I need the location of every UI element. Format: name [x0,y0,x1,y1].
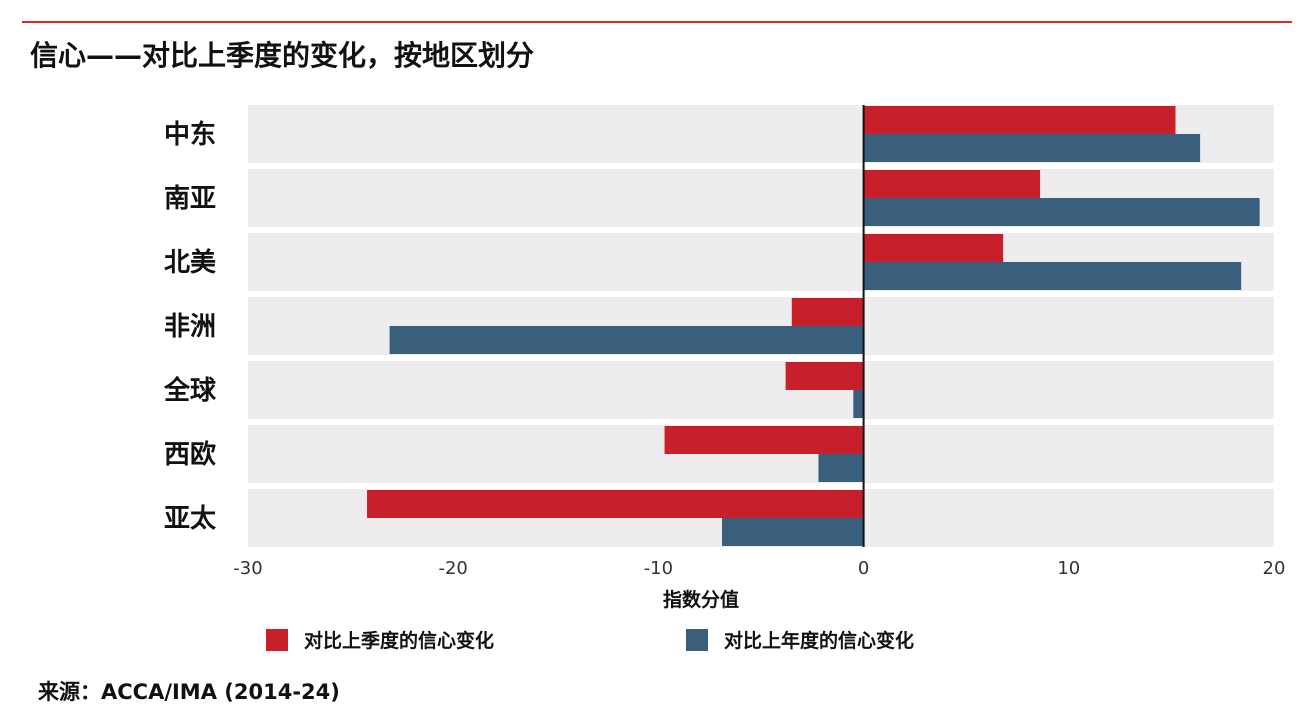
bar [863,106,1176,134]
legend-item-year: 对比上年度的信心变化 [686,626,914,653]
x-tick-labels: -30 -20 -10 0 10 20 [233,558,1285,579]
bar [722,518,864,546]
bar [664,426,864,454]
legend-swatch-quarter [266,628,288,651]
x-tick-label: -30 [233,558,262,579]
x-tick-label: 0 [858,558,869,579]
x-tick-label: -20 [438,558,467,579]
legend-label-quarter: 对比上季度的信心变化 [304,630,495,652]
bar [389,326,864,354]
category-label: 南亚 [164,184,216,214]
category-band [248,361,1274,419]
bar [785,362,864,390]
x-tick-label: -10 [644,558,673,579]
legend-swatch-year [686,628,708,651]
bar [863,234,1004,262]
legend: 对比上季度的信心变化 对比上年度的信心变化 [0,626,1314,656]
x-tick-label: 10 [1057,558,1080,579]
x-tick-label: 20 [1263,558,1286,579]
bars [367,106,1260,546]
bar [863,170,1041,198]
legend-label-year: 对比上年度的信心变化 [724,630,915,652]
source-note: 来源：ACCA/IMA (2014-24) [38,680,340,704]
bar [818,454,864,482]
page-title: 信心——对比上季度的变化，按地区划分 [30,39,535,72]
bar [863,198,1260,226]
category-label: 非洲 [164,312,216,342]
category-label: 西欧 [164,439,216,470]
category-label: 中东 [164,119,216,150]
category-label: 亚太 [164,504,217,534]
bar [853,390,864,418]
category-label: 北美 [164,247,216,278]
bar [863,262,1242,290]
legend-item-quarter: 对比上季度的信心变化 [266,626,494,653]
bar [863,134,1201,162]
category-label: 全球 [163,375,217,406]
top-rule [22,21,1292,23]
x-axis-title: 指数分值 [663,588,739,611]
bar [367,490,864,518]
bar [791,298,864,326]
